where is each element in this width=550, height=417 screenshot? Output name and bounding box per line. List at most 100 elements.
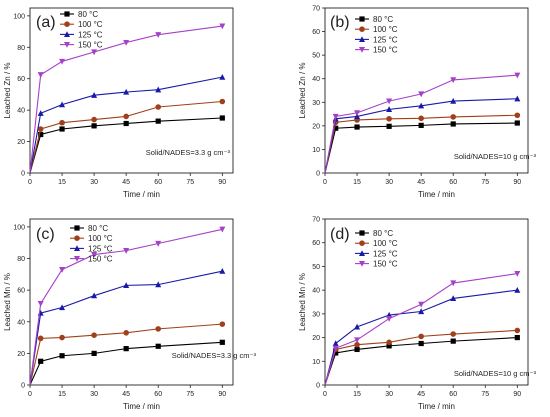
data-point (514, 270, 521, 277)
data-point (155, 86, 162, 93)
y-tick-label: 40 (312, 288, 320, 295)
data-point (386, 115, 392, 122)
x-tick-label: 60 (154, 179, 162, 186)
legend-marker (359, 250, 365, 256)
legend-marker (359, 16, 365, 22)
data-point (332, 340, 339, 347)
legend-marker (359, 261, 365, 267)
x-tick-label: 75 (186, 179, 194, 186)
data-point (91, 123, 97, 129)
data-point (123, 346, 129, 352)
x-tick-label: 15 (58, 179, 66, 186)
y-tick-label: 40 (17, 108, 25, 115)
y-axis-title: Leached Mn / % (3, 273, 12, 331)
y-tick-label: 30 (312, 311, 320, 318)
data-point (155, 118, 161, 124)
legend-label: 150 °C (373, 260, 398, 269)
y-tick-label: 50 (312, 264, 320, 271)
x-tick-label: 30 (385, 179, 393, 186)
x-tick-label: 45 (122, 391, 130, 398)
x-tick-label: 30 (385, 391, 393, 398)
data-point (59, 126, 65, 132)
data-point (155, 281, 162, 288)
data-point (386, 339, 392, 346)
data-point (354, 113, 361, 120)
data-point (123, 282, 130, 288)
x-tick-label: 0 (28, 391, 32, 398)
data-point (91, 292, 98, 299)
data-point (386, 98, 393, 105)
series-line (324, 98, 518, 174)
legend-label: 80 °C (78, 10, 98, 19)
y-tick-label: 80 (17, 45, 25, 52)
data-point (219, 115, 225, 121)
legend-marker (359, 26, 365, 32)
data-point (450, 280, 457, 287)
plot-frame (29, 218, 234, 386)
x-axis-title: Time / min (418, 190, 455, 199)
chart-panel: 0 15 30 45 60 75 90 0 10 20 30 40 50 60 70 Time / min Le… (298, 6, 536, 200)
y-axis-title: Leached Zn / % (3, 62, 12, 118)
data-point (418, 115, 424, 122)
y-tick-label: 30 (312, 100, 320, 107)
data-point (450, 338, 456, 344)
data-point (333, 350, 339, 356)
legend-label: 80 °C (373, 15, 393, 24)
data-point (123, 248, 130, 254)
series-line (29, 270, 223, 386)
data-point (219, 23, 226, 30)
y-tick-label: 100 (13, 224, 25, 231)
data-point (219, 73, 226, 80)
y-tick-label: 40 (312, 76, 320, 83)
y-tick-label: 0 (21, 171, 25, 178)
legend-label: 100 °C (373, 25, 398, 34)
legend-label: 80 °C (88, 224, 108, 233)
data-point (514, 120, 520, 126)
data-point (514, 95, 521, 102)
data-point (37, 300, 44, 307)
x-tick-label: 45 (417, 391, 425, 398)
series-line (324, 122, 518, 174)
data-point (38, 358, 44, 364)
legend-marker (359, 47, 365, 53)
y-axis-title: Leached Mn / % (298, 273, 307, 331)
x-tick-label: 15 (58, 391, 66, 398)
series-line (29, 100, 223, 174)
x-tick-label: 90 (513, 391, 521, 398)
x-tick-label: 60 (449, 179, 457, 186)
y-tick-label: 60 (17, 76, 25, 83)
x-tick-label: 30 (90, 391, 98, 398)
data-point (123, 120, 129, 127)
plot-frame (324, 218, 529, 386)
data-point (155, 104, 162, 110)
data-point (514, 286, 521, 293)
data-point (123, 113, 129, 120)
data-point (91, 116, 97, 123)
data-point (418, 340, 424, 347)
y-tick-label: 20 (312, 335, 320, 342)
y-axis-title: Leached Zn / % (298, 62, 307, 118)
chart-panel: 0 15 30 45 60 75 90 0 20 40 60 80 100 Time / min Leach… (3, 218, 256, 411)
data-point (219, 321, 226, 327)
data-point (91, 92, 98, 98)
chart-panel: 0 15 30 45 60 75 90 0 20 40 60 80 100 Time / min Leach… (3, 7, 234, 199)
x-tick-label: 75 (186, 391, 194, 398)
data-point (37, 335, 44, 342)
data-point (219, 339, 225, 345)
data-point (37, 126, 44, 132)
data-point (450, 97, 457, 104)
plot-frame (324, 7, 529, 174)
data-point (123, 330, 129, 336)
legend-label: 150 °C (78, 41, 103, 50)
data-point (418, 102, 425, 109)
data-point (91, 251, 98, 258)
y-tick-label: 80 (17, 256, 25, 263)
y-tick-label: 70 (312, 6, 320, 13)
x-tick-label: 0 (323, 179, 327, 186)
y-tick-label: 60 (312, 29, 320, 36)
condition-annotation: Solid/NADES=10 g cm⁻³ (454, 152, 537, 161)
y-tick-label: 50 (312, 53, 320, 60)
data-point (418, 308, 425, 315)
data-point (59, 58, 66, 65)
data-point (219, 267, 226, 274)
